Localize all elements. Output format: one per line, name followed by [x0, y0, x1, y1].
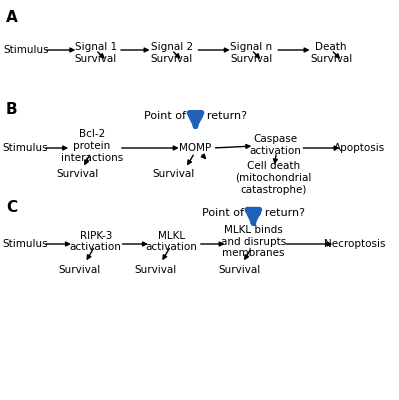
Text: Survival: Survival	[310, 54, 352, 64]
Text: Point of no return?: Point of no return?	[202, 208, 305, 218]
Text: MLKL binds
and disrupts
membranes: MLKL binds and disrupts membranes	[221, 225, 286, 258]
Text: Survival: Survival	[150, 54, 193, 64]
Text: MLKL
activation: MLKL activation	[146, 231, 198, 252]
Text: A: A	[6, 10, 18, 25]
Text: Survival: Survival	[59, 265, 101, 275]
Text: Survival: Survival	[152, 169, 195, 179]
Text: B: B	[6, 102, 18, 117]
Text: MOMP: MOMP	[180, 143, 211, 153]
Text: Point of no return?: Point of no return?	[144, 111, 247, 121]
Text: C: C	[6, 200, 17, 215]
Text: Stimulus: Stimulus	[2, 239, 47, 249]
Text: Survival: Survival	[134, 265, 177, 275]
Text: RIPK-3
activation: RIPK-3 activation	[70, 231, 122, 252]
Text: Stimulus: Stimulus	[3, 45, 49, 55]
Text: Survival: Survival	[230, 54, 273, 64]
Text: Signal 2: Signal 2	[150, 42, 193, 52]
Text: Necroptosis: Necroptosis	[324, 239, 386, 249]
Text: Cell death
(mitochondrial
catastrophe): Cell death (mitochondrial catastrophe)	[235, 161, 312, 194]
Text: Survival: Survival	[218, 265, 261, 275]
Text: Survival: Survival	[75, 54, 117, 64]
Text: Bcl-2
protein
interactions: Bcl-2 protein interactions	[61, 129, 123, 162]
Text: Caspase
activation: Caspase activation	[249, 134, 301, 156]
Text: Signal 1: Signal 1	[75, 42, 117, 52]
Text: Survival: Survival	[57, 169, 99, 179]
Text: Signal n: Signal n	[230, 42, 273, 52]
Text: Death: Death	[316, 42, 347, 52]
Text: Apoptosis: Apoptosis	[334, 143, 385, 153]
Text: Stimulus: Stimulus	[2, 143, 47, 153]
